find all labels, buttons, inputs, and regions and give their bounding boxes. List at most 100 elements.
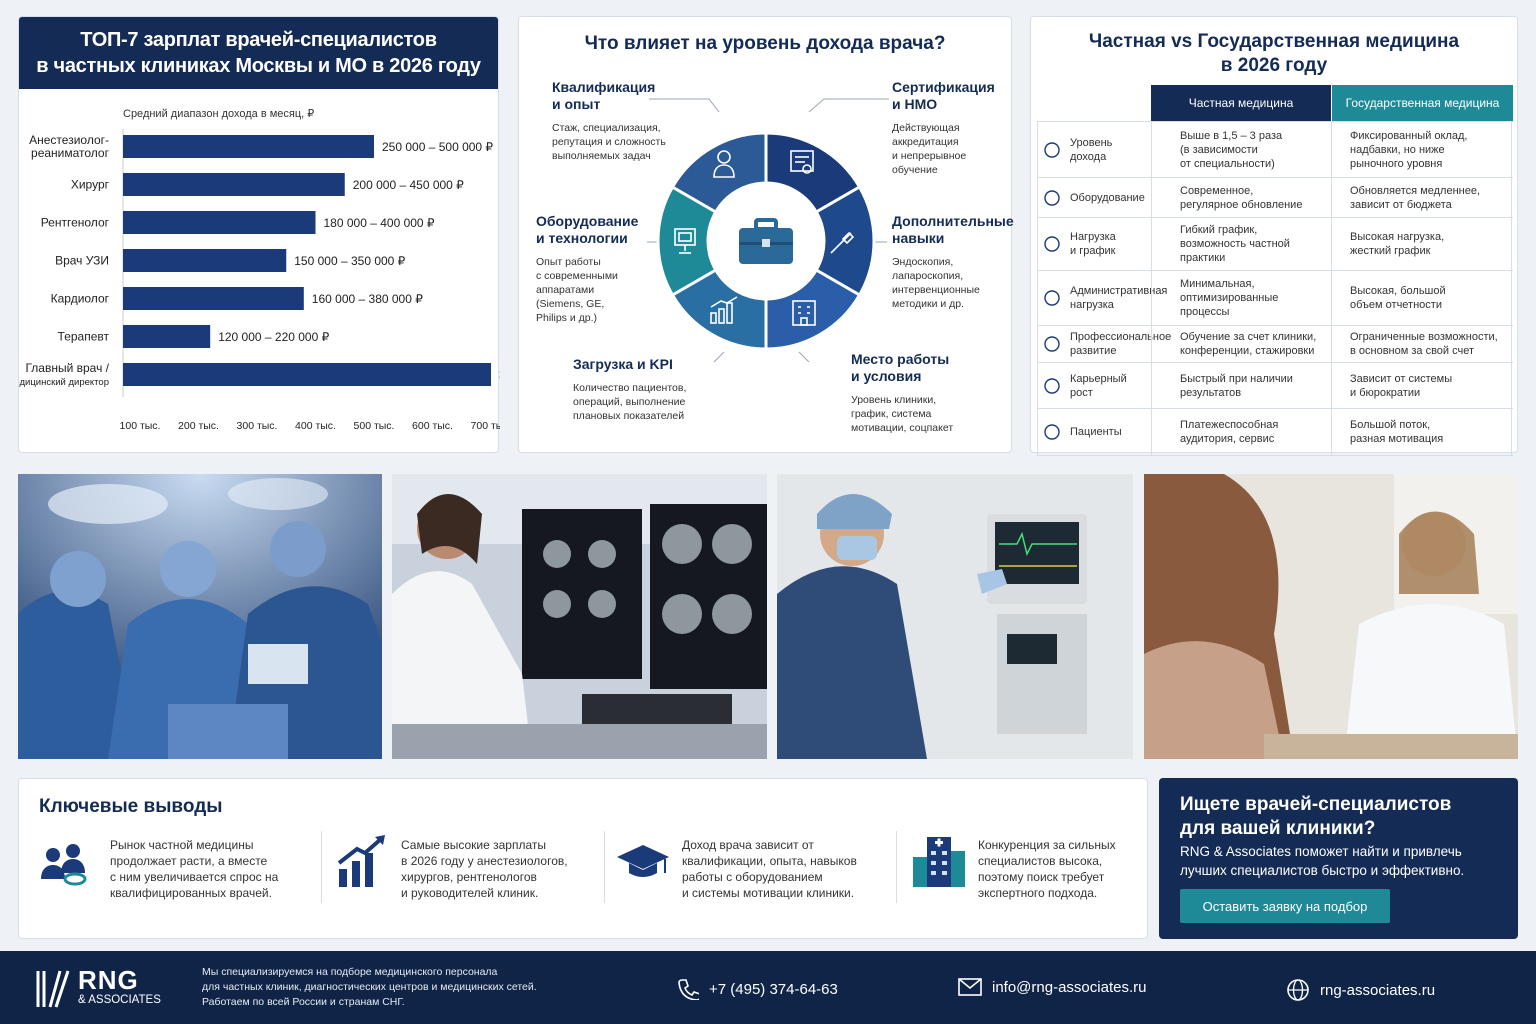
factor-skills: Дополнительные навыки Эндоскопия, лапароск…	[892, 213, 1014, 310]
phone-contact[interactable]: +7 (495) 374-64-63	[677, 978, 838, 1000]
email-icon	[958, 978, 982, 996]
bar-value-label: 150 000 – 350 000 ₽	[294, 254, 405, 268]
category-label: Кардиолог	[51, 292, 110, 306]
bar	[123, 363, 491, 386]
bar-value-label: 350 000 – 700 000+ ₽	[499, 368, 500, 382]
salary-bar-chart: Анестезиолог-реаниматолог 250 000 – 500 0…	[19, 129, 500, 432]
growth-chart-icon	[337, 835, 385, 887]
conclusions-panel: Ключевые выводы Рынок частной медицины пр…	[18, 778, 1148, 939]
category-label: реаниматолог	[31, 146, 110, 160]
row-label: Оборудование	[1070, 191, 1145, 204]
building-icon	[792, 300, 816, 326]
row-label: Пациенты	[1070, 426, 1122, 438]
leader-line	[808, 98, 889, 113]
private-value: Минимальная, оптимизированные процессы	[1180, 278, 1279, 318]
comparison-row: Уровень дохода Выше в 1,5 – 3 раза (в зави…	[1037, 121, 1513, 177]
bar	[123, 249, 287, 272]
public-value: Обновляется медленнее, зависит от бюджета	[1350, 184, 1481, 211]
bar-value-label: 180 000 – 400 000 ₽	[324, 216, 435, 230]
comparison-row: Пациенты Платежеспособная аудитория, серви…	[1037, 408, 1513, 456]
category-label: Рентгенолог	[41, 216, 110, 230]
conclusion-item-1: Рынок частной медицины продолжает расти, …	[110, 838, 279, 900]
hospital-building-icon	[913, 837, 965, 887]
x-tick-label: 400 тыс.	[295, 420, 336, 432]
phone-number: +7 (495) 374-64-63	[709, 980, 838, 998]
factor-workplace: Место работы и условия Уровень клиники, гр…	[851, 351, 954, 434]
clock-icon	[1044, 236, 1060, 252]
bar	[123, 211, 316, 234]
people-icon	[41, 844, 87, 886]
public-value: Фиксированный оклад, надбавки, но ниже рын…	[1350, 129, 1468, 170]
salary-panel: ТОП-7 зарплат врачей-специалистов в част…	[18, 16, 500, 453]
x-tick-label: 200 тыс.	[178, 420, 219, 432]
website-contact[interactable]: rng-associates.ru	[1286, 978, 1435, 1002]
public-value: Высокая нагрузка, жесткий график	[1350, 231, 1445, 257]
bar-value-label: 250 000 – 500 000 ₽	[382, 140, 493, 154]
divider	[604, 831, 605, 903]
bar-value-label: 200 000 – 450 000 ₽	[353, 178, 464, 192]
salary-title-line2: в частных клиниках Москвы и МО в 2026 го…	[36, 55, 481, 77]
category-label: Главный врач /	[25, 361, 109, 375]
equipment-icon	[1044, 189, 1060, 206]
photo-consultation	[1144, 474, 1518, 759]
bar	[123, 135, 374, 158]
logo-name: RNG	[78, 965, 139, 995]
salary-subtitle: Средний диапазон дохода в месяц, ₽	[123, 108, 315, 120]
leader-line	[713, 351, 725, 363]
salary-title: ТОП-7 зарплат врачей-специалистов в част…	[19, 17, 498, 89]
factor-workload: Загрузка и KPI Количество пациентов, опер…	[573, 356, 687, 422]
divider	[321, 831, 322, 903]
leader-line	[649, 98, 720, 113]
factor-certification: Сертификация и НМО Действующая аккредитаци…	[892, 79, 995, 176]
category-label: Терапевт	[58, 330, 110, 344]
factors-title: Что влияет на уровень дохода врача?	[584, 33, 946, 54]
certificate-icon	[790, 150, 814, 174]
globe-icon	[1287, 979, 1309, 1001]
row-label: Профессиональное развитие	[1070, 331, 1172, 357]
bar	[123, 173, 345, 196]
x-tick-label: 700 тыс.	[471, 420, 500, 432]
photo-radiologist	[392, 474, 767, 759]
x-tick-label: 600 тыс.	[412, 420, 453, 432]
private-value: Гибкий график, возможность частной практик…	[1180, 224, 1290, 264]
salary-title-line1: ТОП-7 зарплат врачей-специалистов	[80, 29, 437, 51]
category-label: Врач УЗИ	[55, 254, 109, 268]
row-label: Карьерный рост	[1070, 372, 1127, 399]
private-value: Выше в 1,5 – 3 раза (в зависимости от спец…	[1180, 129, 1283, 170]
row-label: Нагрузка и график	[1070, 231, 1116, 257]
doctor-icon	[713, 150, 735, 178]
briefcase-icon	[739, 218, 793, 264]
public-value: Зависит от системы и бюрократии	[1350, 372, 1453, 399]
public-value: Высокая, большой объем отчетности	[1350, 285, 1446, 311]
scalpel-icon	[830, 231, 855, 254]
document-icon	[1044, 290, 1060, 306]
x-tick-label: 500 тыс.	[354, 420, 395, 432]
row-label: Административная нагрузка	[1070, 285, 1168, 311]
comparison-row: Профессиональное развитие Обучение за счет…	[1037, 325, 1513, 362]
comparison-row: Карьерный рост Быстрый при наличии результ…	[1037, 362, 1513, 408]
conclusion-item-3: Доход врача зависит от квалификации, опыт…	[682, 838, 857, 900]
equipment-icon	[674, 228, 696, 254]
bar	[123, 325, 211, 348]
private-value: Обучение за счет клиники, конференции, ст…	[1180, 331, 1317, 357]
x-tick-label: 300 тыс.	[237, 420, 278, 432]
x-tick-label: 100 тыс.	[120, 420, 161, 432]
conclusion-item-2: Самые высокие зарплаты в 2026 году у анес…	[401, 838, 568, 900]
footer-description: Мы специализируемся на подборе медицинск…	[202, 966, 537, 1008]
private-value: Быстрый при наличии результатов	[1180, 372, 1293, 399]
comparison-row: Нагрузка и график Гибкий график, возможност…	[1037, 217, 1513, 270]
cta-text: RNG & Associates поможет найти и привлеч…	[1180, 844, 1465, 878]
footer: RNG & ASSOCIATES Мы специализируемся на …	[0, 951, 1536, 1024]
category-label: Анестезиолог-	[29, 133, 109, 147]
bar-value-label: 160 000 – 380 000 ₽	[312, 292, 423, 306]
column-header-private: Частная медицина	[1151, 85, 1331, 121]
factors-wheel	[647, 98, 889, 363]
gear-money-icon	[1044, 141, 1060, 158]
row-label: Уровень дохода	[1070, 136, 1113, 163]
email-contact[interactable]: info@rng-associates.ru	[958, 978, 1146, 996]
conclusion-item-4: Конкуренция за сильных специалистов высок…	[978, 838, 1116, 900]
career-icon	[1044, 377, 1060, 394]
request-selection-button[interactable]: Оставить заявку на подбор	[1180, 889, 1390, 923]
photo-surgeons	[18, 474, 382, 759]
divider	[896, 831, 897, 903]
